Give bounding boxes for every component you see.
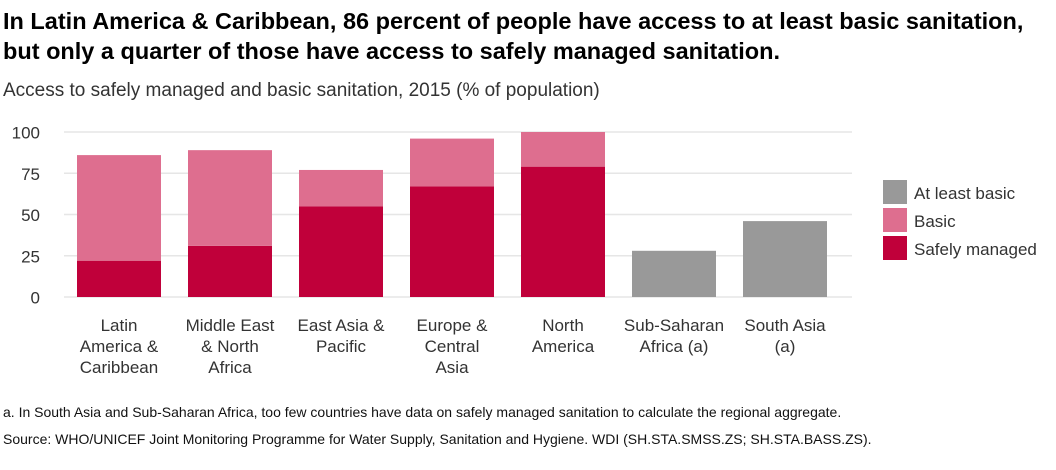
x-tick-label-line: Africa (a) [640, 337, 709, 356]
bar-2-series-1 [299, 169, 383, 207]
x-tick-label-line: Africa [208, 358, 252, 377]
x-tick-label-line: & North [201, 337, 259, 356]
x-tick-label-line: Middle East [186, 316, 275, 335]
bar-0-series-1 [77, 155, 161, 261]
legend-swatch-1 [883, 208, 907, 232]
chart-subtitle: Access to safely managed and basic sanit… [3, 80, 600, 101]
x-tick-label-line: South Asia [744, 316, 826, 335]
x-tick-label-line: America & [80, 337, 159, 356]
bar-chart: 0 25 50 75 100 Latin America & Caribbean Middle … [12, 124, 1037, 378]
x-tick-label-line: Caribbean [80, 358, 158, 377]
chart-title: In Latin America & Caribbean, 86 percent… [3, 8, 1024, 64]
footnote: a. In South Asia and Sub-Saharan Africa,… [3, 404, 842, 420]
y-tick-label-0: 0 [31, 289, 40, 308]
x-tick-label-line: America [532, 337, 595, 356]
bar-1-series-1 [188, 150, 272, 246]
legend-label-0: At least basic [914, 184, 1016, 203]
x-tick-label-line: Central [425, 337, 480, 356]
x-tick-label-line: North [542, 316, 584, 335]
bar-4-series-0 [521, 166, 605, 297]
x-tick-label-4: North America [532, 316, 595, 356]
x-tick-label-line: Pacific [316, 337, 367, 356]
source-note: Source: WHO/UNICEF Joint Monitoring Prog… [3, 431, 872, 447]
x-tick-label-line: Sub-Saharan [624, 316, 724, 335]
legend-swatch-0 [883, 180, 907, 204]
y-tick-label-75: 75 [21, 165, 40, 184]
legend-label-2: Safely managed [914, 240, 1037, 259]
legend-label-1: Basic [914, 212, 956, 231]
x-tick-label-line: Asia [435, 358, 469, 377]
bar-3-series-1 [410, 138, 494, 187]
x-tick-label-2: East Asia & Pacific [298, 316, 386, 356]
bar-1-series-0 [188, 245, 272, 297]
x-tick-label-line: East Asia & [298, 316, 386, 335]
x-tick-label-3: Europe & Central Asia [417, 316, 489, 377]
x-tick-label-6: South Asia (a) [744, 316, 826, 356]
bar-5-series-2 [632, 250, 716, 297]
x-tick-label-line: (a) [775, 337, 796, 356]
legend-swatch-2 [883, 236, 907, 260]
bar-3-series-0 [410, 186, 494, 297]
y-tick-label-100: 100 [12, 124, 40, 143]
x-tick-label-5: Sub-Saharan Africa (a) [624, 316, 724, 356]
bar-2-series-0 [299, 206, 383, 297]
x-tick-label-1: Middle East & North Africa [186, 316, 275, 377]
bar-0-series-0 [77, 260, 161, 297]
x-tick-label-line: Europe & [417, 316, 489, 335]
bar-6-series-2 [743, 221, 827, 297]
y-tick-label-50: 50 [21, 206, 40, 225]
x-tick-label-line: Latin [101, 316, 138, 335]
y-tick-label-25: 25 [21, 247, 40, 266]
bar-4-series-1 [521, 132, 605, 167]
x-tick-label-0: Latin America & Caribbean [80, 316, 159, 377]
